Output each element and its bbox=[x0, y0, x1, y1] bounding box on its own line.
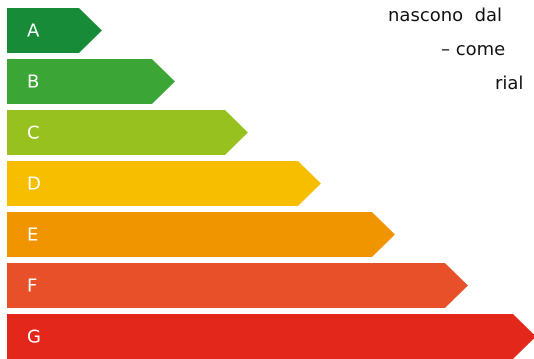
energy-rating-letter: D bbox=[27, 173, 42, 194]
energy-rating-letter: C bbox=[27, 122, 40, 143]
background-text-line: rial bbox=[495, 73, 524, 94]
energy-rating-bar-c: C bbox=[7, 110, 248, 155]
energy-rating-bar-e: E bbox=[7, 212, 395, 257]
energy-rating-bar-b: B bbox=[7, 59, 175, 104]
background-text-line: nascono dal bbox=[388, 5, 503, 26]
energy-rating-letter: E bbox=[27, 224, 39, 245]
energy-rating-letter: G bbox=[27, 326, 42, 347]
energy-rating-bar-f: F bbox=[7, 263, 468, 308]
background-text-line: – come bbox=[441, 39, 506, 60]
energy-rating-bar-g: G bbox=[7, 314, 534, 359]
energy-rating-bar-d: D bbox=[7, 161, 321, 206]
energy-rating-bar-a: A bbox=[7, 8, 102, 53]
energy-rating-letter: F bbox=[27, 275, 38, 296]
energy-rating-letter: A bbox=[27, 20, 40, 41]
energy-rating-letter: B bbox=[27, 71, 40, 92]
